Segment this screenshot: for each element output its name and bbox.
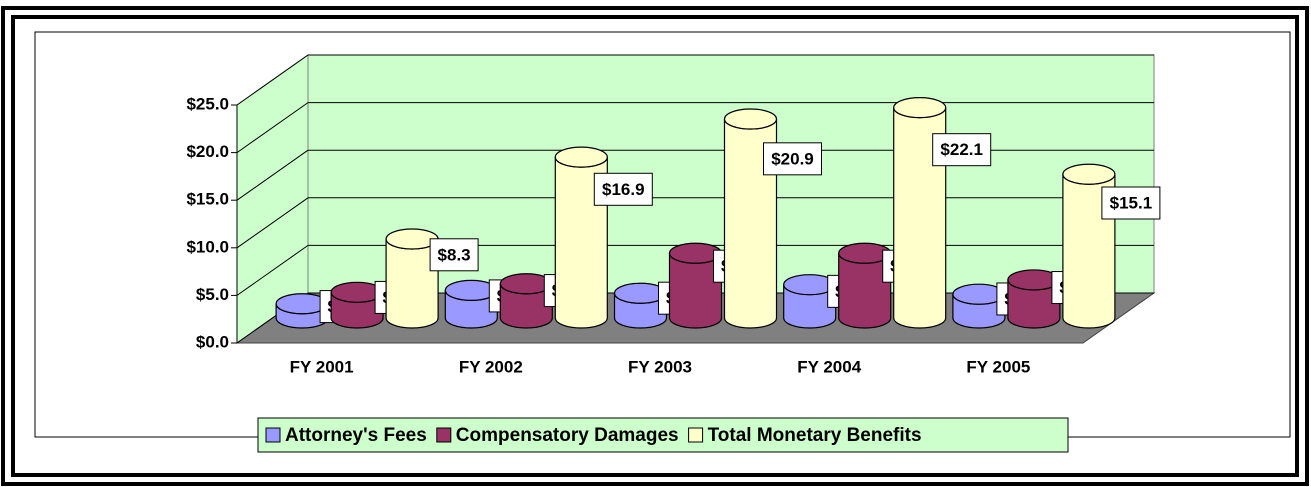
legend-label: Compensatory Damages bbox=[456, 425, 679, 446]
cylinder-top bbox=[554, 146, 608, 168]
legend-label: Attorney's Fees bbox=[285, 425, 427, 446]
value-label: $15.1 bbox=[1110, 193, 1153, 212]
value-label: $22.1 bbox=[940, 140, 983, 159]
legend-swatch bbox=[265, 427, 281, 443]
value-label-box bbox=[763, 142, 822, 176]
x-tick-label: FY 2002 bbox=[459, 357, 523, 376]
value-label-box bbox=[1101, 186, 1161, 220]
inner-frame bbox=[11, 15, 1299, 477]
legend bbox=[257, 417, 1069, 453]
grid-line bbox=[236, 149, 309, 201]
x-tick-label: FY 2004 bbox=[797, 357, 862, 376]
grid-line bbox=[236, 244, 309, 296]
grid-line bbox=[236, 197, 309, 249]
cylinder-top bbox=[1062, 163, 1116, 185]
grid-line bbox=[236, 102, 309, 154]
y-tick-label: $25.0 bbox=[186, 94, 229, 113]
value-label: $8.3 bbox=[438, 245, 471, 264]
y-tick-label: $20.0 bbox=[186, 142, 229, 161]
outer-frame bbox=[1, 6, 1309, 486]
x-tick-label: FY 2001 bbox=[290, 357, 354, 376]
x-tick-label: FY 2005 bbox=[966, 357, 1030, 376]
y-tick-label: $10.0 bbox=[186, 237, 229, 256]
cylinder-top bbox=[893, 97, 947, 119]
y-tick-label: $15.0 bbox=[186, 190, 229, 209]
legend-label: Total Monetary Benefits bbox=[708, 425, 922, 446]
x-tick-label: FY 2003 bbox=[628, 357, 692, 376]
value-label-box bbox=[593, 172, 653, 206]
y-tick-label: $0.0 bbox=[196, 332, 229, 351]
legend-swatch bbox=[688, 427, 704, 443]
value-label-box bbox=[429, 238, 479, 272]
value-label: $20.9 bbox=[771, 149, 814, 168]
grid-line bbox=[236, 54, 309, 106]
legend-swatch bbox=[436, 427, 452, 443]
cylinder-top bbox=[723, 108, 778, 130]
value-label: $16.9 bbox=[602, 180, 645, 199]
y-tick-label: $5.0 bbox=[196, 285, 229, 304]
value-label-box bbox=[932, 133, 992, 167]
